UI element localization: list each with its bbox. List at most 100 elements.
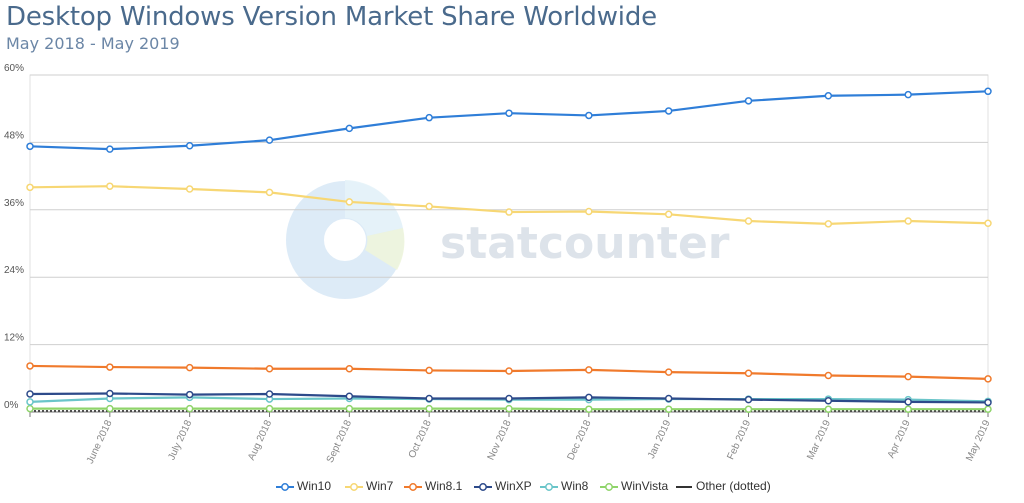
data-point-winvista (185, 404, 194, 413)
data-point-winvista (106, 404, 114, 413)
data-point-winxp (185, 390, 194, 399)
y-tick-label: 36% (4, 198, 24, 209)
data-point-winxp (585, 393, 593, 402)
legend-item-win8-1[interactable]: Win8.1 (404, 479, 462, 493)
legend-marker-icon (540, 482, 558, 491)
data-point-win10 (664, 107, 673, 115)
data-point-win10 (106, 145, 114, 153)
data-point-winxp (904, 398, 912, 406)
legend-item-winxp[interactable]: WinXP (474, 479, 532, 493)
x-tick-label: Feb 2019 (725, 418, 753, 461)
series-line-win10 (29, 90, 989, 151)
data-point-win10 (984, 87, 992, 96)
legend-label: Win7 (366, 479, 394, 493)
data-point-winxp (425, 394, 433, 403)
data-point-winxp (265, 390, 274, 398)
data-point-winvista (425, 404, 433, 413)
data-point-winvista (904, 405, 912, 413)
data-point-win7 (185, 185, 194, 193)
x-tick-label: Aug 2018 (246, 418, 274, 462)
data-point-winvista (744, 405, 753, 413)
data-point-win8-1 (904, 372, 912, 381)
data-point-win8-1 (744, 369, 753, 377)
legend-item-win7[interactable]: Win7 (345, 479, 393, 493)
x-tick-label: July 2018 (166, 418, 194, 462)
data-point-win10 (26, 142, 34, 151)
watermark-text: statcounter (440, 218, 730, 269)
data-point-win8-1 (106, 363, 114, 371)
data-point-win10 (265, 136, 274, 144)
data-point-win10 (505, 109, 513, 117)
data-point-win7 (106, 182, 114, 190)
legend-marker-icon (276, 482, 294, 491)
legend-marker-icon (474, 482, 492, 491)
data-point-win10 (824, 92, 833, 100)
legend-marker-icon (345, 482, 363, 491)
data-point-winvista (664, 405, 673, 413)
data-point-win10 (744, 97, 753, 105)
x-tick-label: May 2019 (964, 418, 993, 463)
legend-item-win10[interactable]: Win10 (276, 479, 331, 493)
data-point-winvista (505, 404, 513, 413)
data-point-win7 (585, 207, 593, 216)
chart-subtitle: May 2018 - May 2019 (6, 34, 180, 53)
legend-label: Other (dotted) (696, 479, 771, 493)
data-point-win7 (664, 210, 673, 219)
data-point-winvista (824, 405, 833, 413)
x-tick-label: Mar 2019 (805, 418, 833, 461)
legend-item-other-dotted-[interactable]: Other (dotted) (675, 479, 771, 493)
data-point-win8-1 (185, 363, 194, 372)
data-point-win8-1 (824, 371, 833, 380)
y-tick-label: 48% (4, 130, 24, 141)
data-point-win10 (425, 113, 433, 122)
x-tick-label: Apr 2019 (886, 418, 913, 460)
data-point-win7 (26, 183, 34, 192)
legend-line-icon (676, 485, 692, 488)
y-tick-label: 60% (4, 63, 24, 74)
data-point-win7 (345, 198, 354, 206)
data-point-win10 (585, 111, 593, 120)
y-tick-label: 24% (4, 265, 24, 276)
legend-item-win8[interactable]: Win8 (540, 479, 588, 493)
watermark-slice-cyan (345, 180, 403, 236)
data-point-winvista (585, 405, 593, 413)
legend-marker-icon (404, 482, 422, 491)
y-tick-label: 0% (4, 400, 19, 411)
data-point-win8 (26, 398, 34, 406)
data-point-win7 (505, 208, 513, 216)
legend-marker-icon (600, 482, 618, 491)
chart-legend: Win10 Win7 Win8.1 WinXP Win8 WinVista Other (d… (0, 479, 1024, 497)
data-point-win8-1 (505, 367, 513, 375)
data-point-winxp (744, 395, 753, 404)
legend-item-winvista[interactable]: WinVista (600, 479, 668, 493)
watermark-slice-green (365, 228, 405, 270)
legend-label: Win10 (297, 479, 332, 493)
chart-title: Desktop Windows Version Market Share Wor… (6, 2, 657, 32)
data-point-win8-1 (585, 366, 593, 374)
data-point-winxp (505, 394, 513, 403)
data-point-win8-1 (664, 368, 673, 376)
data-point-win10 (185, 142, 194, 150)
data-point-win7 (744, 217, 753, 225)
data-point-winxp (824, 397, 833, 405)
x-tick-label: June 2018 (85, 418, 115, 465)
data-point-win7 (904, 217, 912, 225)
x-tick-label: Jan 2019 (646, 418, 674, 460)
data-point-win8-1 (345, 365, 354, 373)
data-point-win10 (904, 90, 912, 99)
y-tick-label: 12% (4, 333, 24, 344)
legend-label: Win8.1 (425, 479, 463, 493)
data-point-winxp (26, 390, 34, 398)
data-point-winvista (265, 404, 274, 413)
data-point-win8-1 (265, 365, 274, 373)
data-point-win8-1 (26, 362, 34, 370)
data-point-winvista (26, 404, 34, 413)
data-point-win7 (425, 202, 433, 211)
legend-label: Win8 (561, 479, 589, 493)
data-point-win7 (265, 188, 274, 197)
data-point-winxp (106, 389, 114, 398)
data-point-win10 (345, 124, 354, 133)
data-point-winxp (984, 398, 992, 407)
data-point-win8-1 (425, 366, 433, 375)
